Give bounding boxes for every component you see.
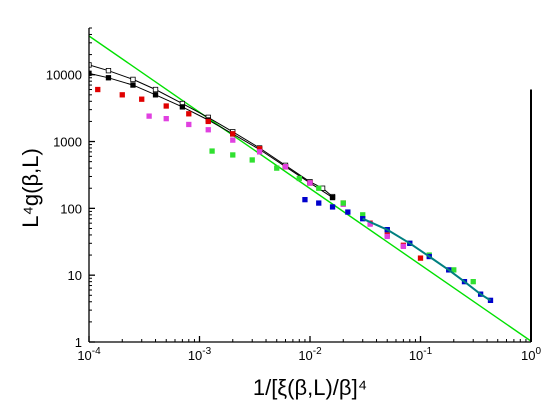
data-point (105, 68, 112, 74)
power-law-fit-line (89, 35, 531, 342)
data-point (230, 152, 236, 158)
series-5 (302, 196, 494, 304)
series-layer (89, 35, 531, 342)
data-point (470, 279, 476, 285)
y-tick-label: 100 (60, 201, 82, 216)
x-tick-label: 100 (521, 346, 541, 363)
data-point (152, 86, 159, 93)
data-point (119, 92, 125, 98)
y-tick-label: 1000 (53, 135, 82, 150)
series-6 (362, 217, 492, 302)
data-point (417, 255, 424, 261)
y-tick-label: 10000 (46, 68, 82, 83)
data-point (95, 86, 101, 93)
data-point (186, 111, 192, 117)
data-point (249, 157, 255, 163)
x-tick-label: 10-2 (298, 346, 322, 363)
data-point (139, 96, 145, 102)
data-point (316, 200, 322, 206)
x-tick-label: 10-4 (77, 346, 101, 363)
data-point (329, 204, 336, 210)
x-axis-title: 1/[ξ(β,L)/β]⁴ (253, 375, 367, 400)
data-point (340, 200, 346, 206)
data-point (152, 92, 159, 98)
data-point (205, 118, 211, 125)
data-point (282, 164, 289, 170)
x-ticks: 10-4 10-3 10-2 10-1 100 (77, 336, 541, 363)
data-point (329, 194, 336, 201)
plot-area (89, 35, 532, 342)
data-point (163, 103, 169, 109)
y-tick-label: 1 (75, 335, 82, 350)
data-point (296, 175, 302, 182)
data-point (256, 149, 263, 155)
x-tick-label: 10-1 (409, 346, 433, 363)
data-point (307, 180, 313, 186)
y-ticks: 1 10 100 1000 10000 (46, 27, 95, 350)
data-point (209, 148, 215, 154)
data-point (302, 196, 308, 203)
series-4 (209, 148, 476, 285)
data-point (230, 137, 236, 143)
data-point (186, 121, 192, 128)
x-tick-label: 10-3 (188, 346, 212, 363)
data-point (130, 76, 136, 83)
data-point (89, 62, 92, 68)
data-point (130, 82, 136, 88)
data-point (451, 267, 457, 273)
series-3 (146, 113, 407, 250)
y-axis-title: L⁴g(β,L) (18, 148, 43, 228)
data-point (230, 131, 236, 137)
data-point (274, 165, 280, 171)
data-point (384, 233, 390, 240)
data-point (105, 75, 112, 81)
data-point (163, 115, 169, 122)
data-point (179, 104, 186, 110)
data-point (345, 209, 351, 215)
series-2 (95, 86, 424, 261)
y-tick-label: 10 (68, 268, 82, 283)
data-point (316, 185, 322, 191)
data-point (89, 70, 92, 76)
data-point (146, 113, 152, 119)
series-line (362, 217, 492, 302)
data-point (205, 127, 211, 133)
data-point (400, 243, 407, 250)
